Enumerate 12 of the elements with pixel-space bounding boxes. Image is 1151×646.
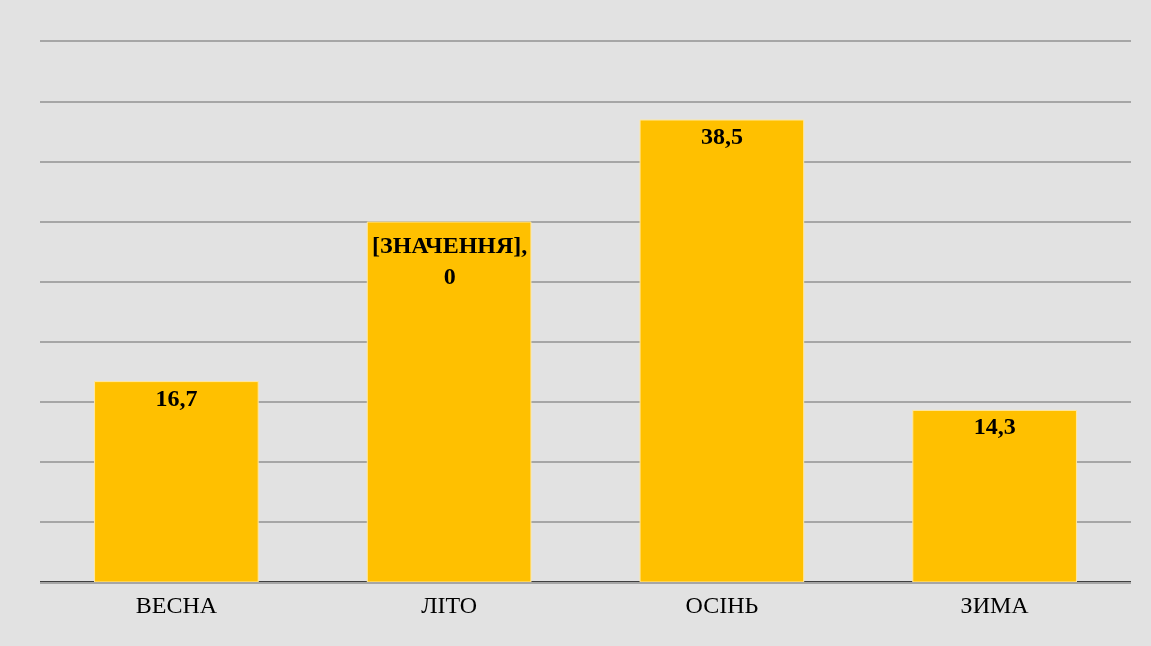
x-tick-label: ЛІТО [421,591,478,618]
bar [912,409,1077,582]
bar [366,221,532,582]
x-tick-label: ВЕСНА [135,591,218,618]
data-label: 14,3 [973,413,1016,440]
x-tick-label: ЗИМА [960,591,1030,618]
data-label: 16,7 [155,384,198,411]
data-label: 38,5 [700,123,743,149]
bar [94,381,259,582]
x-tick-label: ОСІНЬ [685,591,759,618]
annotation: [ЗНАЧЕННЯ], 0 [372,232,528,290]
bar [639,119,805,582]
